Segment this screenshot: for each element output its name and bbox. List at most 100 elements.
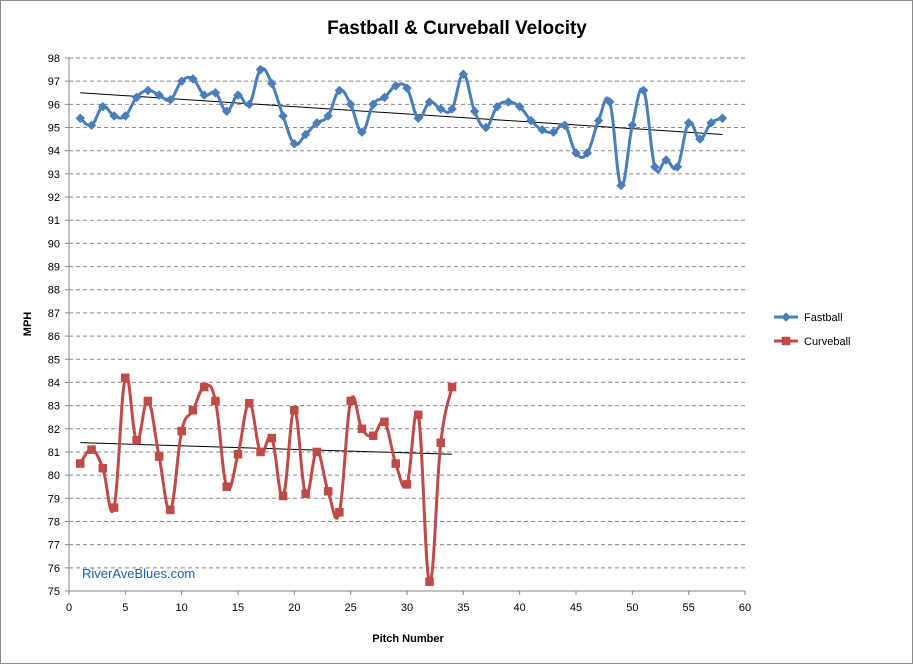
curveball-point bbox=[177, 426, 186, 436]
fastball-point bbox=[435, 104, 446, 114]
fastball-point bbox=[469, 106, 480, 117]
fastball-point bbox=[176, 76, 187, 87]
curveball-point bbox=[166, 505, 175, 515]
fastball-point bbox=[199, 90, 210, 100]
curveball-point bbox=[87, 445, 96, 454]
fastball-point bbox=[289, 138, 300, 149]
y-tick-label: 98 bbox=[48, 53, 60, 65]
fastball-point bbox=[221, 106, 232, 117]
fastball-point bbox=[638, 85, 649, 96]
fastball-series bbox=[75, 64, 728, 191]
x-tick-label: 20 bbox=[288, 602, 300, 614]
curveball-point bbox=[267, 433, 277, 443]
curveball-point bbox=[357, 424, 367, 434]
curveball-point bbox=[154, 452, 164, 461]
curveball-point bbox=[414, 410, 423, 420]
fastball-point bbox=[604, 97, 615, 107]
fastball-point bbox=[582, 148, 593, 158]
fastball-point bbox=[334, 85, 345, 96]
curveball-point bbox=[188, 405, 198, 415]
fastball-point bbox=[255, 64, 266, 75]
fastball-point bbox=[717, 113, 728, 124]
curveball-point bbox=[346, 396, 355, 406]
fastball-point bbox=[379, 92, 390, 103]
data-series bbox=[75, 64, 728, 586]
y-tick-label: 83 bbox=[48, 401, 60, 413]
y-tick-label: 80 bbox=[48, 470, 60, 482]
legend: Fastball Curveball bbox=[774, 312, 850, 348]
fastball-trendline bbox=[80, 92, 723, 135]
y-tick-label: 86 bbox=[48, 331, 60, 343]
curveball-point bbox=[199, 382, 209, 392]
fastball-point bbox=[424, 97, 435, 107]
fastball-point bbox=[514, 101, 525, 112]
fastball-point bbox=[323, 111, 333, 121]
x-tick-label: 60 bbox=[739, 602, 751, 614]
curveball-point bbox=[436, 438, 446, 447]
y-tick-label: 84 bbox=[48, 377, 60, 389]
fastball-point bbox=[131, 92, 142, 103]
fastball-point bbox=[650, 162, 660, 172]
x-tick-label: 5 bbox=[122, 602, 128, 614]
y-tick-label: 94 bbox=[48, 146, 60, 158]
y-tick-label: 88 bbox=[48, 285, 60, 297]
x-tick-label: 55 bbox=[683, 602, 695, 614]
y-tick-label: 75 bbox=[48, 586, 60, 598]
x-axis-title: Pitch Number bbox=[372, 633, 444, 645]
fastball-point bbox=[86, 120, 97, 131]
chart-title: Fastball & Curveball Velocity bbox=[327, 18, 587, 39]
fastball-point bbox=[154, 90, 164, 100]
curveball-point bbox=[143, 396, 153, 406]
y-tick-label: 90 bbox=[48, 238, 60, 250]
curveball-point bbox=[132, 436, 141, 445]
y-tick-label: 96 bbox=[48, 99, 60, 111]
x-tick-label: 35 bbox=[457, 602, 469, 614]
y-tick-label: 87 bbox=[48, 308, 60, 320]
y-axis-title: MPH bbox=[22, 312, 34, 337]
gridlines bbox=[69, 57, 745, 569]
trendlines bbox=[80, 92, 723, 455]
curveball-point bbox=[380, 417, 389, 427]
y-tick-label: 78 bbox=[48, 516, 60, 528]
fastball-point bbox=[627, 120, 638, 131]
curveball-point bbox=[98, 463, 108, 473]
y-tick-label: 92 bbox=[48, 192, 60, 204]
x-tick-label: 30 bbox=[401, 602, 413, 614]
legend-item-fastball: Fastball bbox=[774, 312, 843, 324]
legend-label: Curveball bbox=[804, 336, 850, 348]
legend-label: Fastball bbox=[804, 312, 843, 324]
fastball-point bbox=[402, 83, 412, 93]
fastball-point bbox=[368, 99, 379, 110]
fastball-point bbox=[75, 113, 86, 124]
fastball-point bbox=[143, 85, 153, 96]
fastball-point bbox=[706, 118, 717, 128]
fastball-point bbox=[120, 111, 131, 121]
curveball-point bbox=[312, 447, 322, 457]
y-tick-label: 81 bbox=[48, 447, 60, 459]
curveball-point bbox=[121, 373, 130, 383]
fastball-point bbox=[357, 127, 367, 138]
x-tick-label: 45 bbox=[570, 602, 582, 614]
fastball-point bbox=[233, 90, 243, 100]
fastball-point bbox=[695, 134, 705, 144]
fastball-point bbox=[165, 94, 176, 105]
legend-marker bbox=[781, 312, 791, 322]
legend-marker bbox=[781, 336, 791, 346]
curveball-point bbox=[76, 459, 85, 468]
fastball-point bbox=[526, 115, 536, 126]
curveball-point bbox=[391, 459, 400, 468]
fastball-point bbox=[683, 118, 694, 128]
y-tick-label: 79 bbox=[48, 493, 60, 505]
y-tick-label: 76 bbox=[48, 563, 60, 575]
curveball-point bbox=[335, 507, 344, 517]
y-tick-label: 85 bbox=[48, 354, 60, 366]
x-tick-label: 15 bbox=[232, 602, 244, 614]
y-tick-label: 95 bbox=[48, 123, 60, 135]
fastball-point bbox=[244, 99, 255, 110]
fastball-point bbox=[593, 115, 604, 126]
fastball-point bbox=[97, 101, 108, 112]
axes: 75 76 77 78 79 80 81 82 83 84 85 86 87 88 89 90 91 92 93 94… bbox=[48, 53, 751, 614]
curveball-line bbox=[79, 374, 454, 584]
y-tick-label: 93 bbox=[48, 169, 60, 181]
